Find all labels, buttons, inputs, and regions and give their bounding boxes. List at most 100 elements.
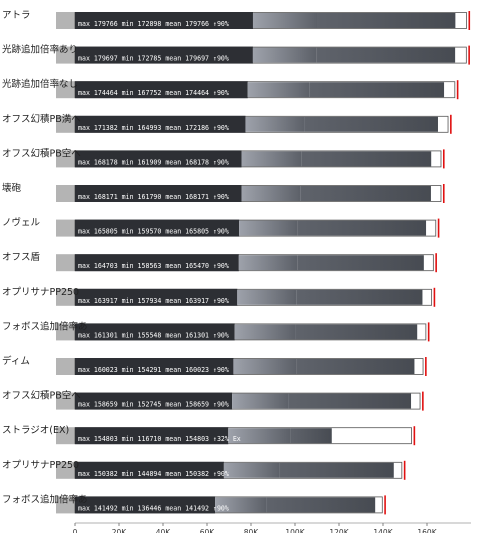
row-label: 壊砲 (2, 182, 22, 194)
row-label: ディム (2, 355, 30, 367)
row-stat-text: max 141492 min 136446 mean 141492 ↑90% (78, 504, 229, 512)
bar-band-segment (300, 186, 431, 201)
bar-stub (56, 288, 75, 306)
bar-dark-segment (75, 185, 242, 202)
bar-stub (56, 427, 75, 445)
bar-max-marker (450, 114, 452, 134)
bar-row-1: アトラ max 179766 min 172898 mean 179766 ↑90… (2, 10, 471, 30)
bar-mid-segment (223, 462, 280, 478)
bar-max-marker (468, 11, 471, 30)
row-label: 光跡追加倍率あり (2, 44, 78, 56)
bar-stub (56, 150, 75, 168)
row-label: オフス盾 (2, 251, 41, 263)
bar-row-8: オフス盾 max 164703 min 158563 mean 165470 ↑9… (2, 251, 437, 273)
row-stat-text: max 179766 min 172898 mean 179766 ↑90% (78, 20, 229, 28)
bar-mid-segment (233, 359, 297, 374)
row-stat-text: max 168178 min 161909 mean 168178 ↑90% (78, 158, 229, 166)
x-tick-label: 100K (285, 528, 305, 533)
row-stat-text: max 174464 min 167752 mean 174464 ↑90% (78, 89, 229, 97)
row-label: アトラ (2, 10, 31, 21)
row-label: 光跡追加倍率なし (2, 78, 78, 90)
bar-mid-segment (252, 13, 317, 28)
x-tick-label: 40K (156, 528, 172, 533)
bar-max-marker (433, 287, 436, 307)
bar-dark-segment (75, 254, 239, 272)
bar-stub (56, 12, 75, 29)
bar-band-segment (297, 255, 424, 271)
bar-dark-segment (75, 392, 233, 410)
x-axis: 0 20K 40K 60K 80K 100K 120K 140K 160K (73, 522, 471, 533)
row-stat-text: max 165805 min 159570 mean 165805 ↑90% (78, 228, 229, 236)
bar-band-segment (316, 47, 456, 63)
bar-mid-segment (238, 255, 298, 271)
bar-band-segment (304, 116, 438, 132)
bar-dark-segment (75, 219, 240, 237)
row-stat-text: max 163917 min 157934 mean 163917 ↑90% (78, 297, 229, 305)
row-label: オフス幻積PB満へ (2, 113, 81, 125)
bar-stub (56, 219, 75, 237)
row-stat-text: max 150382 min 144894 mean 150382 ↑90% (78, 470, 229, 478)
bar-mid-segment (252, 47, 317, 63)
bar-mid-segment (241, 151, 302, 167)
bar-max-marker (384, 495, 386, 515)
bar-dark-segment (75, 288, 238, 306)
x-tick-label: 120K (329, 528, 349, 533)
bar-max-marker (425, 357, 427, 376)
row-stat-text: max 179697 min 172785 mean 179697 ↑90% (78, 55, 229, 63)
bar-band-segment (296, 359, 415, 374)
row-label: フォボス追加倍率あ (2, 320, 88, 332)
row-stat-text: max 154803 min 116710 mean 154803 ↑32% E… (78, 435, 241, 443)
bar-dark-segment (75, 496, 216, 514)
bar-dark-segment (75, 46, 253, 64)
bar-dark-segment (75, 461, 224, 479)
bar-band-segment (290, 428, 332, 444)
bar-dark-segment (75, 150, 242, 168)
bar-mid-segment (245, 116, 305, 132)
bar-dark-segment (75, 12, 253, 29)
bar-band-segment (296, 289, 423, 305)
bar-mid-segment (234, 324, 296, 340)
bar-band-segment (288, 393, 412, 409)
bar-stub (56, 461, 75, 479)
row-stat-text: max 168171 min 161790 mean 168171 ↑90% (78, 193, 229, 201)
bar-stub (56, 496, 75, 514)
bar-stub (56, 46, 75, 64)
bar-stub (56, 185, 75, 202)
bar-mid-segment (228, 428, 291, 444)
bar-row-6: 壊砲 max 168171 min 161790 mean 168171 ↑90% (2, 182, 445, 203)
x-tick-label: 80K (244, 528, 260, 533)
bar-mid-segment (247, 82, 310, 98)
row-stat-text: max 171382 min 164993 mean 172186 ↑90% (78, 124, 229, 132)
bar-dark-segment (75, 358, 234, 375)
row-label: オフス幻積PB空へ (2, 390, 81, 402)
x-tick-label: 60K (200, 528, 216, 533)
row-stat-text: max 164703 min 158563 mean 165470 ↑90% (78, 262, 229, 270)
bar-stub (56, 115, 75, 133)
bar-band-segment (297, 220, 427, 236)
row-label: オプリサナPP250 (2, 287, 79, 298)
row-label: ストラジオ(EX) (2, 425, 69, 436)
row-label: フォボス追加倍率あ (2, 493, 88, 505)
bar-max-marker (403, 460, 406, 480)
row-stat-text: max 160023 min 154291 mean 160023 ↑90% (78, 366, 229, 374)
bar-row-7: ノヴェル max 165805 min 159570 mean 165805 ↑9… (2, 217, 440, 238)
bar-max-marker (442, 184, 445, 203)
bar-row-13: ストラジオ(EX) max 154803 min 116710 mean 1548… (2, 425, 416, 446)
bar-max-marker (427, 322, 430, 342)
bar-max-marker (413, 426, 416, 446)
bar-band-segment (317, 13, 456, 28)
bar-max-marker (442, 149, 445, 169)
bar-max-marker (437, 218, 440, 238)
bar-stub (56, 81, 75, 99)
bar-dark-segment (75, 427, 229, 445)
bar-dark-segment (75, 323, 235, 341)
